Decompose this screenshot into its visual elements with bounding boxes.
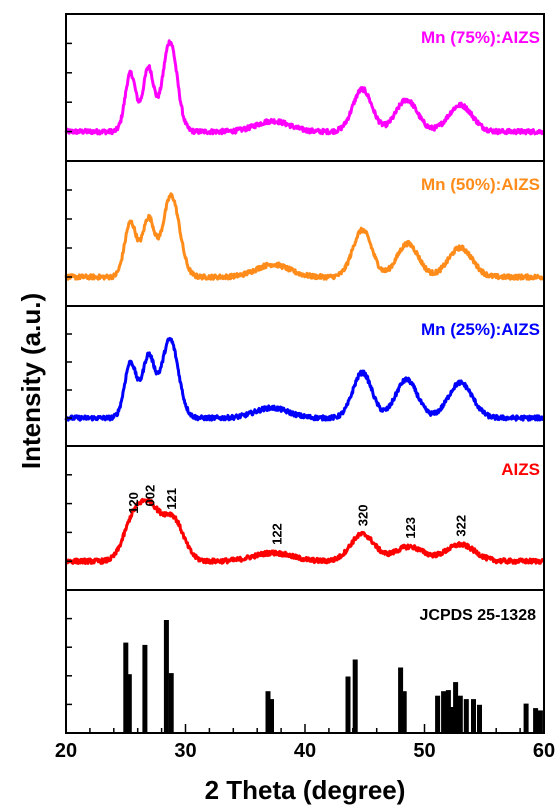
reference-stick	[398, 667, 404, 733]
series-label: Mn (75%):AIZS	[421, 28, 540, 47]
reference-stick	[163, 620, 169, 733]
series-label: Mn (50%):AIZS	[421, 175, 540, 194]
series-label: AIZS	[501, 460, 540, 479]
reference-stick	[449, 707, 455, 733]
spectrum-line	[65, 497, 545, 565]
reference-stick	[533, 708, 539, 733]
x-tick-label: 60	[533, 740, 555, 762]
axes-text-group: 2 Theta (degree) Intensity (a.u.)	[16, 293, 405, 805]
panel-frame	[65, 445, 545, 591]
peak-annotation: 122	[269, 523, 284, 545]
reference-stick	[142, 644, 148, 733]
reference-stick	[269, 699, 274, 733]
x-tick-label: 50	[413, 740, 435, 762]
reference-stick	[471, 699, 476, 733]
reference-stick	[435, 695, 441, 733]
reference-stick	[477, 704, 482, 734]
reference-label: JCPDS 25-1328	[419, 607, 536, 624]
spectrum-line	[64, 336, 545, 422]
panels-group: Mn (75%):AIZS Mn (50%):AIZS Mn (25%):AIZS A…	[55, 13, 555, 762]
x-tick-label: 20	[55, 740, 77, 762]
spectrum-line	[64, 192, 545, 281]
x-tick-label: 30	[174, 740, 196, 762]
reference-stick	[352, 659, 358, 733]
reference-stick	[463, 699, 469, 733]
reference-stick	[345, 676, 351, 733]
reference-stick	[445, 690, 451, 733]
peak-annotation: 121	[164, 488, 179, 510]
peak-annotation: 320	[355, 504, 370, 526]
y-axis-title: Intensity (a.u.)	[16, 293, 46, 469]
x-axis-title: 2 Theta (degree)	[205, 775, 406, 805]
reference-stick	[537, 710, 543, 733]
x-tick-label: 40	[294, 740, 316, 762]
spectrum-line	[64, 39, 545, 136]
reference-stick	[265, 691, 271, 733]
reference-stick	[453, 682, 459, 733]
reference-stick	[523, 703, 529, 733]
series-label: Mn (25%):AIZS	[421, 320, 540, 339]
reference-stick	[123, 642, 129, 733]
reference-stick	[126, 674, 132, 733]
reference-stick	[457, 695, 463, 733]
peak-annotation: 002	[143, 485, 158, 507]
reference-stick	[168, 673, 174, 733]
peak-annotation: 123	[403, 517, 418, 539]
reference-stick	[401, 691, 407, 733]
peak-annotation: 120	[126, 492, 141, 514]
peak-annotation: 322	[453, 515, 468, 537]
reference-stick	[441, 691, 447, 733]
